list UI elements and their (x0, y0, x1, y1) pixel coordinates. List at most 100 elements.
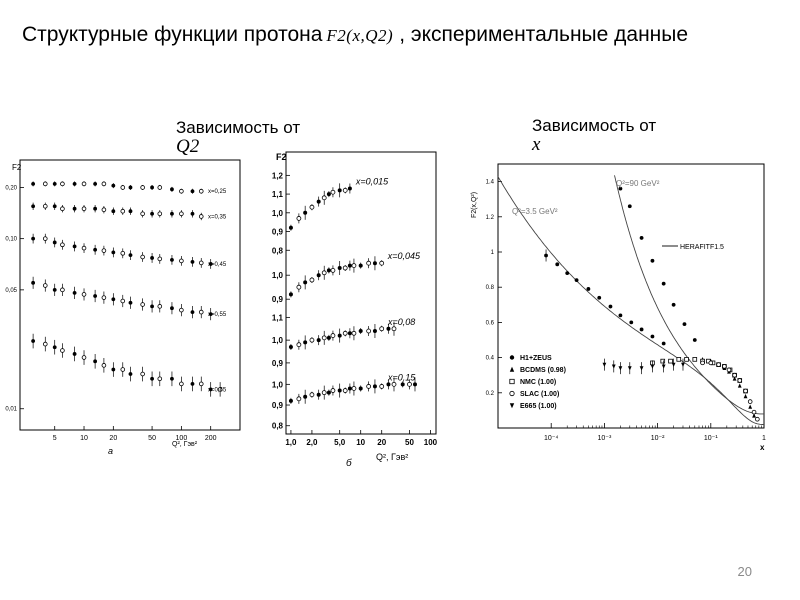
panel-b-series-label: x=0,045 (387, 251, 421, 261)
panel-a-point (217, 387, 223, 392)
panel-b-y-tick-label: 0,9 (272, 295, 284, 304)
panel-b-point (316, 338, 321, 343)
panel-a-point (31, 181, 36, 186)
subtitle-q2: Зависимость от Q2 (176, 118, 300, 156)
panel-a-point (31, 339, 36, 343)
panel-b-point (303, 394, 308, 399)
panel-a-point (208, 387, 213, 392)
panel-b-y-tick-label: 0,8 (272, 246, 284, 255)
panel-c-point (611, 364, 616, 369)
panel-a-point (93, 359, 98, 364)
panel-c-legend-marker (509, 378, 515, 385)
panel-c-legend-marker (509, 366, 515, 372)
subtitle-x-text: Зависимость от (532, 116, 657, 135)
panel-c-point (676, 357, 682, 362)
panel-b-point (358, 329, 363, 334)
page-number: 20 (737, 564, 752, 579)
panel-b-point (303, 210, 308, 215)
panel-c-point (555, 262, 560, 267)
panel-b-y-tick-label: 1,0 (272, 336, 284, 345)
panel-b-point (321, 390, 327, 396)
panel-c-legend-marker (509, 355, 515, 360)
panel-b-point (288, 344, 293, 349)
subtitle-q2-text: Зависимость от (176, 118, 301, 137)
panel-b-y-tick-label: 1,0 (272, 271, 284, 280)
panel-c-x-tick-label: 1 (762, 435, 766, 442)
panel-a-series-label: x=0,65 (208, 387, 227, 393)
panel-b-points (288, 183, 417, 404)
panel-a-point (208, 312, 213, 317)
panel-a-point (101, 295, 107, 300)
panel-c-y-tick-label: 0.8 (486, 285, 495, 291)
panel-a-point (150, 211, 154, 216)
panel-a-point (179, 188, 184, 194)
panel-b-x-tick-label: 5,0 (334, 438, 346, 447)
panel-a-series-labels: x=0,25 x=0,35 x=0,45 x=0,55 x=0,65 (208, 189, 227, 393)
panel-c-point (608, 304, 613, 309)
panel-a-points (31, 181, 223, 397)
panel-a-point (72, 181, 77, 186)
panel-a-point (72, 352, 77, 356)
panel-b-point (296, 342, 302, 348)
panel-b-y-tick-label: 0,8 (272, 422, 284, 431)
panel-c-legend: H1+ZEUS BCDMS (0.98) NMC (1.00) SLAC (1.00)… (509, 355, 566, 410)
panel-a-point (81, 245, 87, 251)
panel-c-curve-q2-3-5 (497, 176, 764, 425)
panel-c-point (650, 364, 655, 369)
panel-b-point (309, 392, 315, 398)
panel-b-point (326, 335, 331, 340)
panel-c-y-tick-label: 1.2 (486, 215, 495, 221)
panel-c-point (602, 362, 607, 368)
panel-a-x-tick-label: 10 (80, 435, 88, 442)
panel-a-point (128, 209, 133, 214)
chart-panel-a: F2 0,20 0,10 0,05 0,01 5 10 20 50 100 200 x=0,25… (5, 159, 241, 456)
panel-a-point (150, 376, 154, 381)
panel-c-y-tick-label: 1 (491, 250, 495, 256)
panel-c-x-tick-label: 10⁻¹ (704, 435, 718, 442)
panel-a-point (93, 181, 98, 186)
panel-a-point (111, 297, 116, 302)
panel-c-x-ticks: 10⁻⁴ 10⁻³ 10⁻² 10⁻¹ 1 (544, 423, 766, 442)
panel-a-point (190, 211, 195, 216)
panel-c-point (708, 360, 714, 366)
panel-b-point (321, 270, 327, 276)
panel-c-point (748, 404, 753, 409)
panel-c-ylabel: F2(x,Q²) (471, 192, 478, 218)
panel-b-point (379, 384, 385, 389)
panel-a-point (198, 214, 204, 219)
panel-a-point (72, 244, 77, 249)
panel-a-point (81, 355, 87, 360)
panel-b-y-ticks: 1,2 1,1 1,0 0,9 0,8 1,0 0,9 1,1 1,0 0,9 1,0 0,9 0,8 (272, 171, 290, 431)
panel-a-point (120, 367, 126, 372)
panel-c-point (597, 295, 602, 300)
panel-a-point (140, 371, 145, 377)
panel-c-xlabel: x (760, 443, 765, 452)
panel-a-point (150, 256, 154, 260)
panel-a-point (101, 248, 107, 253)
panel-b-point (337, 333, 342, 338)
panel-b-point (288, 292, 293, 297)
panel-c-point (629, 320, 634, 325)
subtitle-q2-var: Q2 (176, 136, 200, 157)
panel-a-x-ticks: 5 10 20 50 100 200 (53, 426, 217, 442)
panel-a-point (128, 300, 133, 305)
panel-a-point (198, 260, 204, 266)
panel-a-point (60, 206, 65, 211)
panel-a-point (52, 240, 57, 245)
panel-c-point (639, 327, 644, 332)
panel-b-point (372, 329, 377, 334)
panel-b-point (347, 263, 352, 268)
panel-a-point (198, 188, 204, 194)
panel-c-y-ticks: 0.2 0.4 0.6 0.8 1 1.2 1.4 (486, 180, 502, 397)
panel-a-point (52, 181, 57, 186)
panel-b-point (347, 386, 352, 391)
panel-c-point (565, 271, 570, 276)
panel-b-xlabel: Q², Гэв² (376, 452, 408, 462)
panel-b-point (347, 331, 352, 336)
panel-b-series-label: x=0,15 (387, 372, 416, 382)
panel-b-point (326, 390, 331, 395)
panel-c-line-legend: HERAFITF1.5 (680, 244, 724, 251)
panel-a-point (198, 309, 204, 315)
panel-b-point (366, 260, 372, 266)
panel-b-point (296, 396, 302, 402)
